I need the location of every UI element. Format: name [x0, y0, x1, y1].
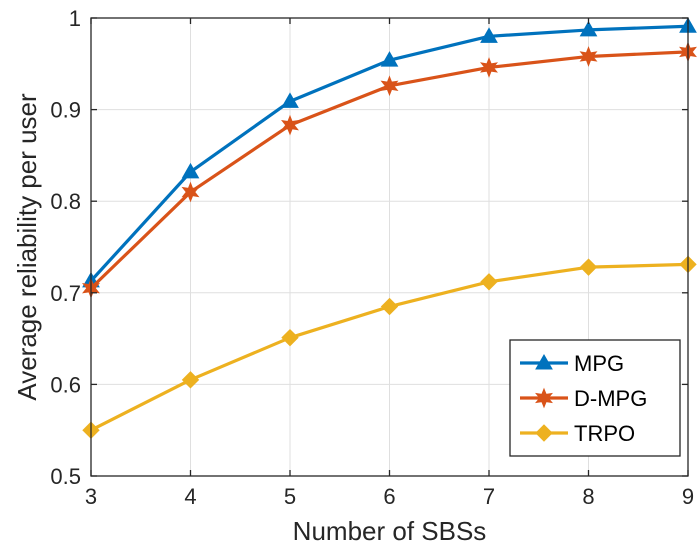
legend-label: MPG: [574, 351, 624, 376]
series-layer: [82, 17, 697, 439]
y-tick-label: 0.8: [50, 189, 81, 214]
data-point: [579, 46, 598, 67]
x-tick-label: 7: [483, 484, 495, 509]
y-tick-label: 1: [69, 6, 81, 31]
legend-marker: [535, 424, 553, 442]
data-point: [579, 258, 598, 276]
y-tick-label: 0.6: [50, 372, 81, 397]
x-tick-label: 5: [284, 484, 296, 509]
data-point: [181, 371, 200, 389]
x-tick-label: 9: [682, 484, 694, 509]
data-point: [480, 273, 498, 291]
legend: MPG D-MPG TRPO: [509, 339, 681, 457]
x-axis-ticks: 3 4 5 6 7 8 9: [85, 18, 694, 509]
data-point: [480, 27, 498, 43]
x-tick-label: 4: [184, 484, 196, 509]
legend-label: TRPO: [574, 421, 635, 446]
data-point: [380, 51, 399, 67]
data-point: [281, 114, 299, 136]
data-point: [281, 328, 299, 347]
x-tick-label: 8: [582, 484, 594, 509]
legend-entry: TRPO: [520, 421, 635, 446]
data-point: [380, 297, 399, 316]
x-tick-label: 3: [85, 484, 97, 509]
legend-marker: [535, 353, 553, 370]
legend-entry: D-MPG: [520, 386, 647, 411]
y-tick-label: 0.7: [50, 281, 81, 306]
y-axis-label: Average reliability per user: [12, 93, 42, 401]
data-point: [181, 181, 200, 203]
y-tick-label: 0.5: [50, 464, 81, 489]
data-point: [480, 57, 498, 78]
legend-marker: [535, 387, 553, 409]
legend-entry: MPG: [520, 351, 624, 376]
legend-label: D-MPG: [574, 386, 647, 411]
y-axis-ticks: 0.5 0.6 0.7 0.8 0.9 1: [50, 6, 688, 489]
data-point: [579, 20, 598, 37]
series-trpo: [82, 255, 697, 439]
data-point: [181, 162, 200, 179]
x-axis-label: Number of SBSs: [293, 516, 487, 546]
data-point: [380, 75, 399, 97]
data-point: [281, 92, 299, 108]
x-tick-label: 6: [383, 484, 395, 509]
y-tick-label: 0.9: [50, 98, 81, 123]
